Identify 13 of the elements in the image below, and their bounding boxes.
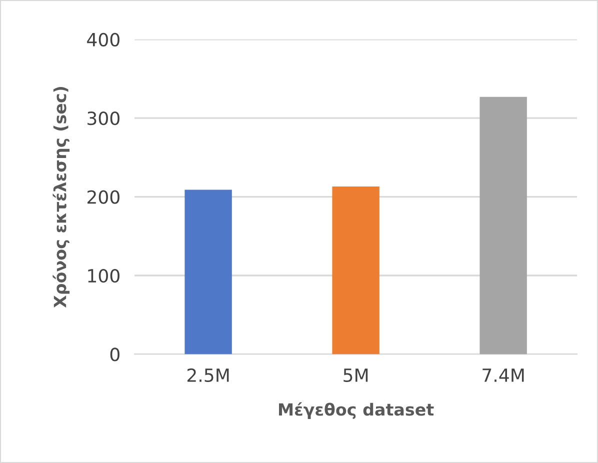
bar [332, 186, 380, 354]
y-tick-label: 0 [110, 348, 120, 362]
x-tick-label: 7.4M [482, 368, 524, 382]
y-tick-label: 200 [88, 190, 120, 204]
x-axis-title: Μέγεθος dataset [279, 402, 434, 420]
y-tick-label: 400 [87, 32, 120, 46]
x-tick-label: 5M [344, 368, 368, 382]
y-tick-label: 300 [88, 112, 120, 126]
bar [184, 190, 232, 354]
y-tick-label: 100 [88, 268, 120, 283]
x-tick-label: 2.5M [187, 368, 229, 382]
bar [480, 96, 527, 354]
y-axis-title: Χρόνος εκτέλεσης (sec) [52, 86, 70, 308]
